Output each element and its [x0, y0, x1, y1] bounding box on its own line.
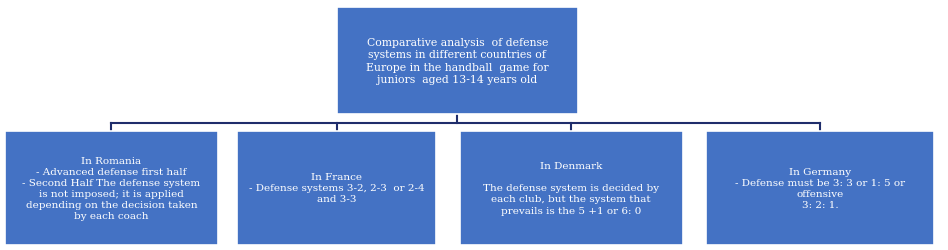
FancyBboxPatch shape [706, 131, 934, 245]
FancyBboxPatch shape [460, 131, 683, 245]
FancyBboxPatch shape [337, 8, 578, 115]
Text: In France
- Defense systems 3-2, 2-3  or 2-4
and 3-3: In France - Defense systems 3-2, 2-3 or … [248, 172, 425, 204]
Text: In Denmark

The defense system is decided by
each club, but the system that
prev: In Denmark The defense system is decided… [483, 162, 659, 215]
FancyBboxPatch shape [5, 131, 218, 245]
Text: Comparative analysis  of defense
systems in different countries of
Europe in the: Comparative analysis of defense systems … [366, 38, 549, 85]
FancyBboxPatch shape [237, 131, 436, 245]
Text: In Germany
- Defense must be 3: 3 or 1: 5 or
offensive
3: 2: 1.: In Germany - Defense must be 3: 3 or 1: … [735, 167, 905, 209]
Text: In Romania
- Advanced defense first half
- Second Half The defense system
is not: In Romania - Advanced defense first half… [23, 156, 200, 220]
